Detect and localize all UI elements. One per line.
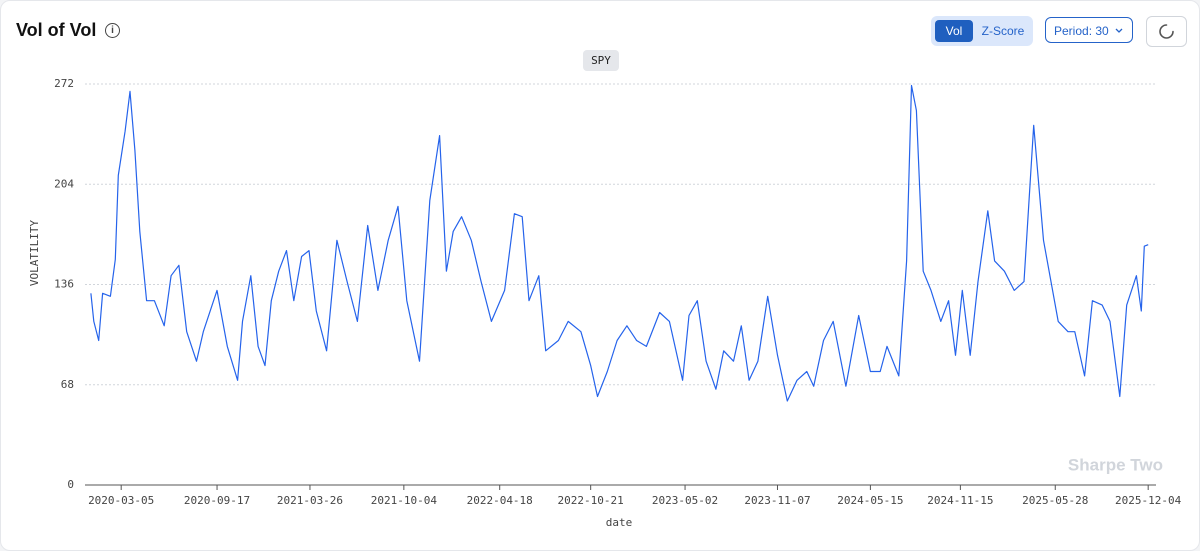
x-tick-label: 2021-10-04 [371,494,438,507]
mode-toggle: Vol Z-Score [931,16,1033,46]
y-axis-label: VOLATILITY [28,220,41,287]
y-tick-label: 136 [54,278,74,291]
x-tick-label: 2025-05-28 [1022,494,1088,507]
y-tick-label: 204 [54,177,74,190]
x-tick-label: 2024-11-15 [927,494,993,507]
period-dropdown[interactable]: Period: 30 [1045,17,1133,43]
mode-option[interactable]: Vol [935,20,973,42]
y-tick-label: 272 [54,77,74,90]
chevron [1115,28,1123,33]
x-tick-label: 2020-09-17 [184,494,250,507]
x-tick-label: 2023-05-02 [652,494,718,507]
x-axis-label: date [606,516,633,529]
data-line [90,84,1149,402]
x-tick-label: 2020-03-05 [88,494,154,507]
mode-option[interactable]: Z-Score [981,24,1025,38]
x-tick-label: 2024-05-15 [837,494,903,507]
spinner-icon [1159,24,1174,39]
info-icon[interactable]: i [105,23,120,38]
refresh-button[interactable] [1146,16,1187,47]
period-label: Period: 30 [1054,24,1109,38]
watermark: Sharpe Two [1068,455,1163,474]
x-tick-label: 2023-11-07 [744,494,810,507]
x-tick-label: 2022-10-21 [558,494,624,507]
title: Vol of Vol [16,20,97,40]
y-tick-label: 68 [61,378,74,391]
x-tick-label: 2021-03-26 [277,494,343,507]
series-legend: SPY [583,50,619,71]
y-tick-label: 0 [67,478,74,491]
x-tick-label: 2022-04-18 [467,494,533,507]
x-tick-label: 2025-12-04 [1115,494,1182,507]
